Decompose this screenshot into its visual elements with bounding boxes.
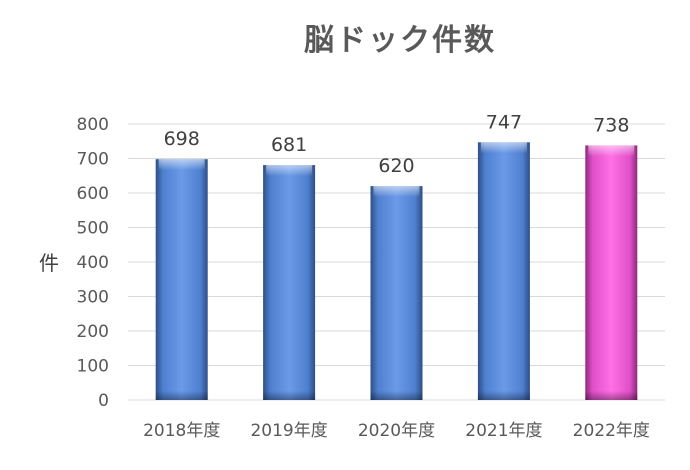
bar-bottom-bevel: [263, 391, 316, 400]
data-label: 747: [486, 111, 522, 133]
y-tick-label: 600: [77, 184, 109, 204]
bar: [585, 145, 638, 400]
chart-title: 脳ドック件数: [304, 23, 496, 58]
bar-body: [155, 159, 208, 400]
bar-top-bevel: [266, 165, 313, 177]
y-axis-ticks: 0 100 200 300 400 500 600 700 800: [77, 115, 109, 411]
y-tick-label: 300: [77, 288, 109, 308]
x-tick-label: 2018年度: [143, 421, 220, 441]
y-axis-label: 件: [39, 251, 59, 275]
y-tick-label: 0: [98, 391, 109, 411]
data-label: 738: [593, 114, 629, 136]
y-tick-label: 400: [77, 253, 109, 273]
bar-body: [585, 145, 638, 400]
y-tick-label: 500: [77, 219, 109, 239]
y-tick-label: 200: [77, 322, 109, 342]
x-tick-label: 2020年度: [358, 421, 435, 441]
y-tick-label: 800: [77, 115, 109, 135]
bar-body: [263, 165, 316, 400]
bar: [477, 142, 530, 400]
bar-top-bevel: [588, 145, 635, 157]
x-tick-label: 2022年度: [573, 421, 650, 441]
data-label: 620: [378, 155, 414, 177]
bar-body: [370, 186, 423, 400]
x-axis-ticks: 2018年度 2019年度 2020年度 2021年度 2022年度: [143, 421, 650, 441]
bar: [155, 159, 208, 400]
bar-bottom-bevel: [370, 391, 423, 400]
bar-bottom-bevel: [477, 391, 530, 400]
data-label: 681: [271, 134, 307, 156]
bar: [263, 165, 316, 400]
bar-top-bevel: [373, 186, 420, 198]
bar: [370, 186, 423, 400]
x-tick-label: 2019年度: [250, 421, 327, 441]
bar-top-bevel: [158, 159, 205, 171]
x-tick-label: 2021年度: [465, 421, 542, 441]
y-tick-label: 700: [77, 150, 109, 170]
data-labels: 698 681 620 747 738: [164, 111, 630, 177]
y-tick-label: 100: [77, 357, 109, 377]
bar-bottom-bevel: [155, 391, 208, 400]
bar-body: [477, 142, 530, 400]
bar-top-bevel: [480, 142, 527, 154]
data-label: 698: [164, 128, 200, 150]
bars: [155, 142, 638, 400]
bar-bottom-bevel: [585, 391, 638, 400]
